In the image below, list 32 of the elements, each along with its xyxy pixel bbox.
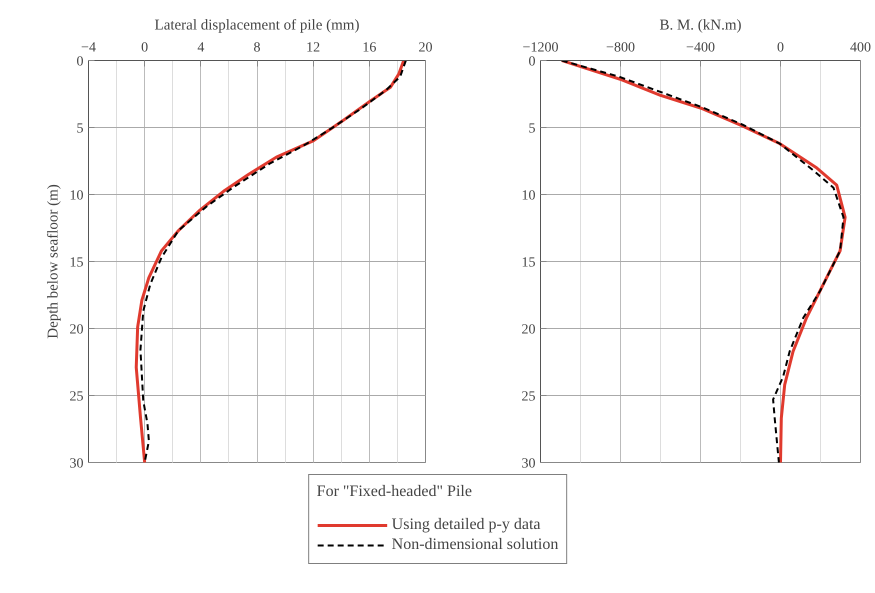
- legend-label: Using detailed p-y data: [392, 516, 541, 534]
- y-tick-label: 20: [70, 322, 84, 338]
- y-tick-label: 10: [522, 188, 536, 204]
- x-tick-label: 0: [141, 40, 148, 56]
- y-tick-label: 25: [70, 390, 84, 404]
- y-tick-label: 15: [70, 256, 84, 270]
- x-tick-label: 20: [418, 40, 432, 56]
- x-tick-label: 16: [362, 40, 376, 56]
- y-tick-label: 0: [76, 54, 84, 70]
- legend-title: For "Fixed-headed" Pile: [316, 483, 473, 501]
- x-tick-label: −400: [686, 40, 715, 56]
- x-tick-label: −1200: [522, 40, 558, 56]
- x-tick-label: −4: [81, 40, 96, 56]
- y-tick-label: 5: [76, 122, 84, 136]
- y-axis-title: Depth below seafloor (m): [46, 184, 62, 339]
- y-tick-label: 20: [522, 322, 536, 338]
- y-tick-label: 30: [70, 456, 84, 472]
- x-tick-label: 8: [254, 40, 260, 56]
- x-axis-title: B. M. (kN.m): [659, 18, 742, 34]
- legend-label: Non-dimensional solution: [392, 536, 558, 554]
- y-tick-label: 10: [70, 188, 84, 204]
- y-tick-label: 30: [522, 456, 536, 472]
- y-tick-label: 0: [528, 54, 536, 70]
- y-tick-label: 25: [522, 390, 536, 404]
- y-tick-label: 15: [522, 256, 536, 270]
- x-tick-label: 4: [197, 40, 204, 56]
- x-tick-label: 0: [777, 40, 784, 56]
- x-axis-title: Lateral displacement of pile (mm): [154, 18, 360, 34]
- x-tick-label: 400: [850, 40, 871, 56]
- y-tick-label: 5: [528, 122, 536, 136]
- x-tick-label: −800: [606, 40, 635, 56]
- x-tick-label: 12: [306, 40, 320, 56]
